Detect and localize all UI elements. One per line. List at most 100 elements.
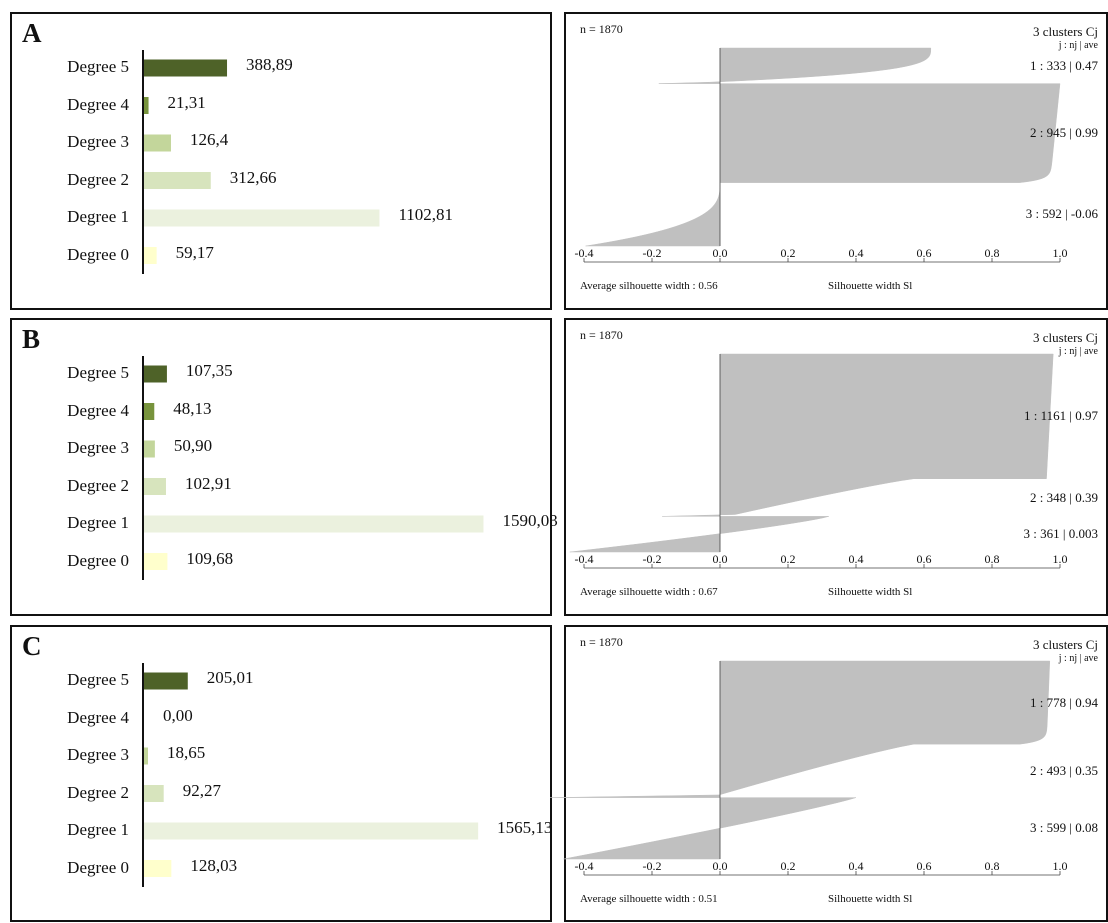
x-tick-label: 0.6 (916, 859, 932, 873)
category-label: Degree 0 (67, 244, 129, 264)
silhouette-panel-c: 1 : 778 | 0.94 2 : 493 | 0.35 3 : 599 | 0.… (549, 625, 1108, 922)
bar-degree-0 (144, 553, 168, 570)
value-label: 312,66 (229, 167, 277, 187)
cluster-label-2: 2 : 945 | 0.99 (1030, 125, 1098, 141)
clusters-title: 3 clusters Cj (1033, 330, 1098, 345)
x-tick-label: 1.0 (1052, 859, 1068, 873)
bar-panel-a: A Degree 5 388,89 Degree 4 21,31 Degree 3 126… (10, 12, 552, 310)
value-label: 205,01 (206, 668, 254, 687)
silhouette-cluster-2 (662, 478, 914, 517)
bar-degree-2 (144, 172, 211, 189)
value-label: 1590,03 (502, 511, 558, 530)
x-tick-label: 0.0 (712, 246, 728, 260)
x-tick-label: 0.2 (780, 552, 796, 566)
x-tick-label: 0.0 (712, 859, 728, 873)
cluster-label-3: 3 : 592 | -0.06 (1025, 206, 1098, 222)
category-label: Degree 3 (67, 132, 129, 151)
silhouette-panel-b: 1 : 1161 | 0.97 2 : 348 | 0.39 3 : 361 | 0… (564, 318, 1108, 616)
silhouette-svg (583, 47, 1061, 263)
bar-degree-1 (144, 515, 484, 533)
category-label: Degree 3 (67, 745, 129, 764)
silhouette-cluster-1 (719, 660, 1051, 745)
value-label: 388,89 (246, 55, 293, 74)
silhouette-panel-a: 1 : 333 | 0.47 2 : 945 | 0.99 3 : 592 | -0… (564, 12, 1108, 310)
value-label: 59,17 (175, 242, 214, 262)
clusters-subtitle: j : nj | ave (1058, 346, 1098, 357)
bar-degree-3 (144, 747, 148, 765)
x-tick-label: 0.2 (780, 859, 796, 873)
value-label: 0,00 (163, 705, 193, 725)
cluster-label-2: 2 : 493 | 0.35 (1030, 762, 1098, 778)
silhouette-cluster-1 (658, 47, 932, 84)
category-label: Degree 4 (67, 94, 129, 114)
category-label: Degree 0 (67, 550, 129, 570)
panel-letter: A (22, 18, 42, 48)
x-axis-label: Silhouette width Sl (828, 893, 913, 905)
silhouette-svg (569, 353, 1061, 569)
bar-svg (142, 356, 484, 580)
bar-svg (142, 663, 479, 887)
bar-degree-3 (144, 440, 155, 458)
avg-silhouette-label: Average silhouette width : 0.56 (580, 280, 718, 292)
x-tick-label: 0.4 (848, 246, 864, 260)
value-label: 128,03 (190, 855, 238, 875)
panel-letter: B (22, 324, 41, 354)
category-label: Degree 2 (67, 475, 129, 495)
x-tick-label: 0.8 (984, 246, 1000, 260)
silhouette-cluster-1 (719, 353, 1054, 479)
x-tick-label: 0.8 (984, 859, 1000, 873)
x-tick-label: 1.0 (1052, 552, 1068, 566)
category-label: Degree 1 (67, 820, 129, 839)
category-label: Degree 5 (67, 57, 129, 76)
category-label: Degree 4 (67, 707, 129, 727)
clusters-title: 3 clusters Cj (1033, 24, 1098, 39)
x-tick-label: -0.2 (642, 246, 662, 260)
category-label: Degree 3 (67, 438, 129, 457)
clusters-subtitle: j : nj | ave (1058, 653, 1098, 664)
bar-panel-b: B Degree 5 107,35 Degree 4 48,13 Degree 3 50,… (10, 318, 558, 616)
silhouette-cluster-3 (585, 182, 721, 247)
x-tick-label: -0.4 (574, 552, 594, 566)
x-tick-label: 1.0 (1052, 246, 1068, 260)
cluster-label-1: 1 : 778 | 0.94 (1030, 694, 1098, 710)
value-label: 18,65 (166, 743, 206, 762)
x-tick-label: 0.6 (916, 552, 932, 566)
cluster-label-3: 3 : 361 | 0.003 (1023, 526, 1098, 542)
category-label: Degree 5 (67, 670, 129, 689)
x-tick-label: -0.2 (642, 552, 662, 566)
bar-degree-5 (144, 365, 167, 383)
avg-silhouette-label: Average silhouette width : 0.51 (580, 893, 718, 905)
bar-degree-4 (144, 97, 149, 114)
silhouette-cluster-3 (563, 797, 857, 860)
cluster-label-1: 1 : 1161 | 0.97 (1024, 408, 1098, 424)
silhouette-cluster-2 (549, 743, 914, 798)
silhouette-svg (549, 660, 1061, 876)
category-label: Degree 1 (67, 513, 129, 532)
n-label: n = 1870 (580, 22, 623, 36)
n-label: n = 1870 (580, 635, 623, 649)
value-label: 92,27 (182, 780, 221, 800)
x-axis-label: Silhouette width Sl (828, 280, 913, 292)
silhouette-cluster-2 (719, 83, 1061, 183)
bar-degree-5 (144, 672, 188, 690)
silhouette-cluster-3 (569, 516, 829, 553)
bar-degree-2 (144, 478, 166, 495)
bar-degree-5 (144, 59, 228, 77)
category-label: Degree 2 (67, 782, 129, 802)
value-label: 50,90 (173, 436, 213, 455)
x-tick-label: 0.0 (712, 552, 728, 566)
x-tick-label: 0.4 (848, 859, 864, 873)
bar-svg (142, 50, 380, 274)
category-label: Degree 4 (67, 400, 129, 420)
value-label: 107,35 (185, 361, 233, 380)
category-label: Degree 1 (67, 207, 129, 226)
category-label: Degree 0 (67, 857, 129, 877)
value-label: 21,31 (167, 92, 206, 112)
value-label: 1102,81 (398, 205, 454, 224)
clusters-subtitle: j : nj | ave (1058, 40, 1098, 51)
category-label: Degree 2 (67, 169, 129, 189)
bar-degree-1 (144, 209, 380, 227)
x-tick-label: -0.2 (642, 859, 662, 873)
cluster-label-2: 2 : 348 | 0.39 (1030, 489, 1098, 505)
bar-degree-2 (144, 785, 164, 802)
